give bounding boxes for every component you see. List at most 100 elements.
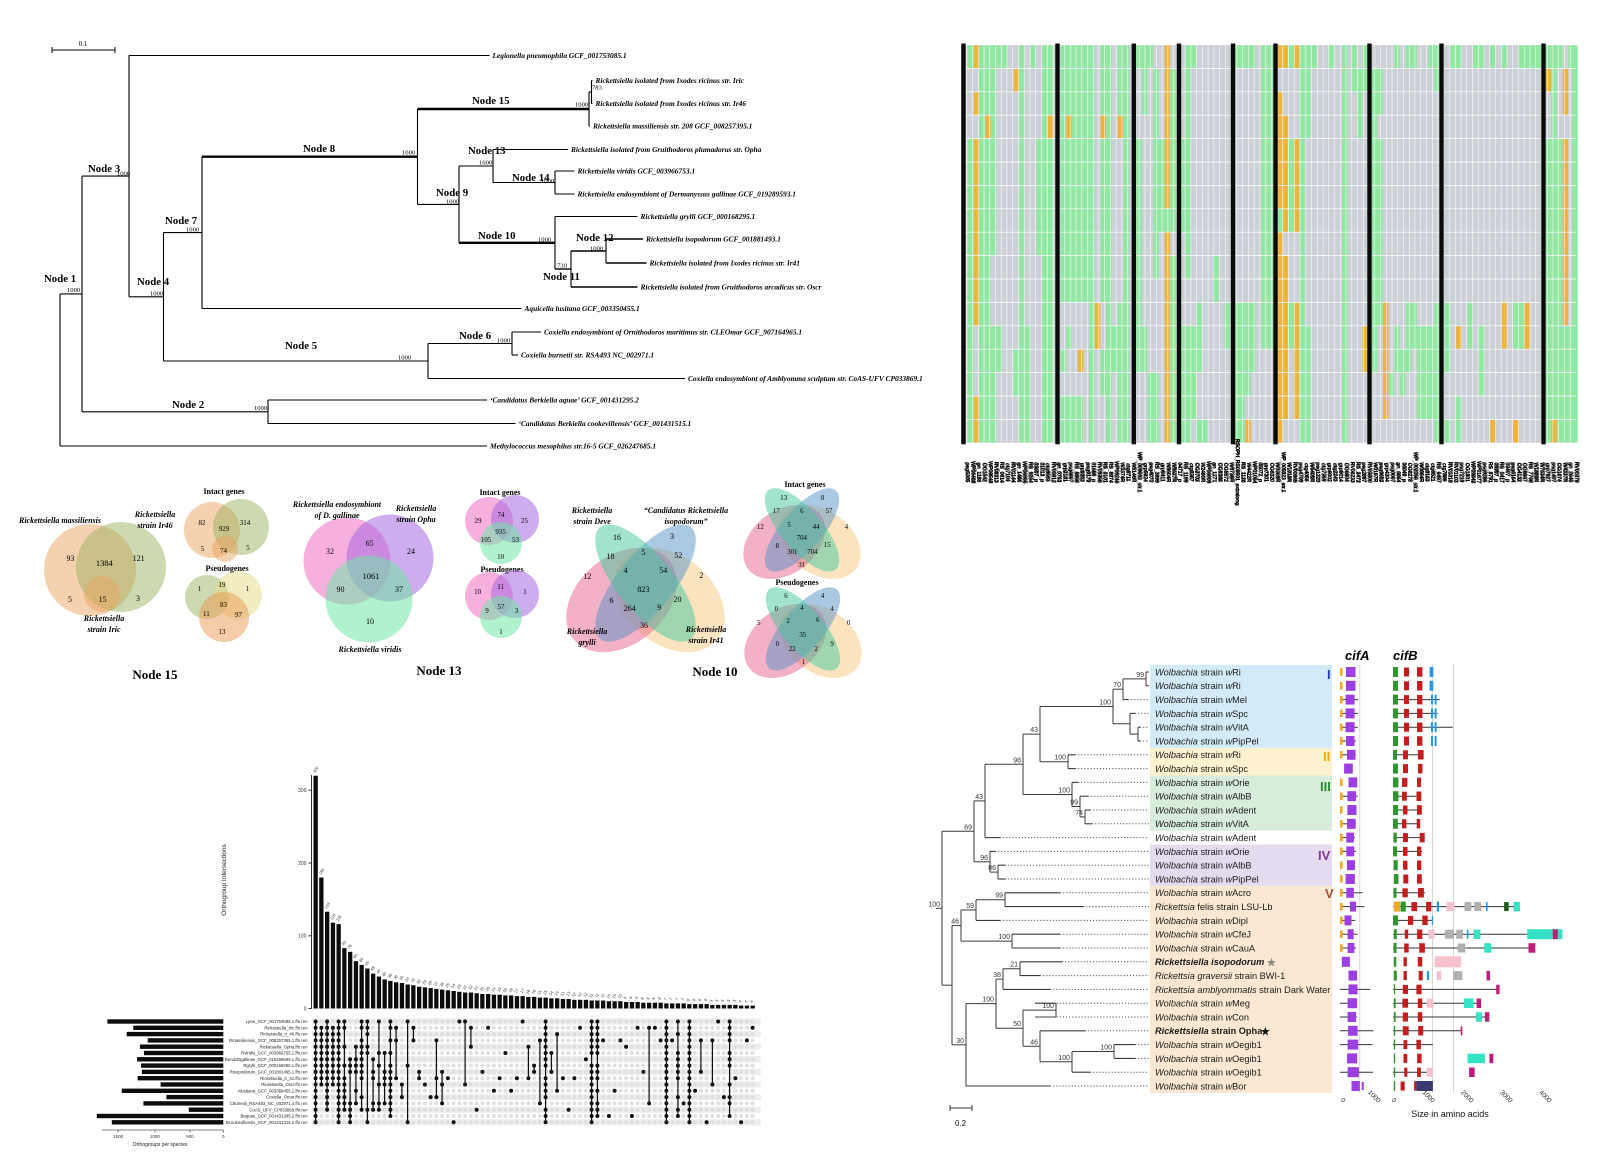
svg-text:psg6867: psg6867	[1068, 462, 1074, 482]
svg-text:ctg8387: ctg8387	[1188, 463, 1194, 482]
svg-text:60: 60	[358, 956, 365, 963]
svg-text:Rickettsiella: Rickettsiella	[134, 510, 175, 519]
svg-text:65: 65	[366, 539, 374, 548]
svg-text:Lpne_GCF_001753085.1.ffn.ren: Lpne_GCF_001753085.1.ffn.ren	[246, 1019, 308, 1024]
svg-text:38: 38	[993, 972, 1001, 979]
svg-text:grp7301: grp7301	[1262, 463, 1268, 482]
svg-text:6: 6	[800, 508, 804, 515]
svg-text:ctg2243: ctg2243	[1332, 463, 1338, 482]
svg-text:0: 0	[776, 641, 780, 648]
svg-text:Rickettsiella isolated from Ix: Rickettsiella isolated from Ixodes ricin…	[595, 76, 745, 85]
svg-text:5: 5	[709, 998, 715, 1003]
svg-text:98: 98	[1013, 757, 1021, 764]
svg-text:57: 57	[498, 603, 506, 611]
svg-text:22: 22	[461, 983, 468, 990]
svg-text:100: 100	[298, 934, 307, 940]
svg-text:12: 12	[583, 572, 591, 581]
svg-text:100: 100	[998, 934, 1010, 941]
svg-text:RS_7768: RS_7768	[1527, 462, 1533, 483]
svg-text:04717_p: 04717_p	[1176, 462, 1182, 483]
svg-text:01688_p: 01688_p	[1090, 462, 1096, 483]
svg-text:OG1674: OG1674	[1555, 463, 1561, 483]
svg-text:15: 15	[536, 989, 543, 996]
svg-text:1000: 1000	[446, 199, 460, 206]
svg-text:1000: 1000	[575, 102, 589, 109]
svg-text:46: 46	[951, 919, 959, 926]
svg-text:8: 8	[651, 995, 657, 1000]
svg-text:psg4070: psg4070	[1147, 462, 1153, 482]
svg-text:04717_p: 04717_p	[1177, 462, 1183, 483]
svg-text:69: 69	[964, 824, 972, 831]
svg-text:Orthogroups per species: Orthogroups per species	[133, 1142, 188, 1148]
svg-text:OG1801: OG1801	[1463, 463, 1469, 482]
svg-text:86: 86	[988, 865, 996, 872]
svg-text:21: 21	[1010, 962, 1018, 969]
svg-text:Wolbachia strain wVitA: Wolbachia strain wVitA	[1155, 819, 1250, 829]
svg-text:11: 11	[203, 610, 210, 618]
svg-text:ctg8711: ctg8711	[1125, 463, 1131, 481]
svg-text:Rickettsiella endosymbiont of: Rickettsiella endosymbiont of Dermanyssu…	[577, 190, 796, 199]
svg-text:1000: 1000	[186, 227, 200, 234]
svg-text:psg4709: psg4709	[1297, 462, 1303, 482]
svg-text:CoAS_UFV_CP033869.ffn.ren: CoAS_UFV_CP033869.ffn.ren	[249, 1107, 308, 1112]
svg-text:37: 37	[395, 585, 403, 594]
svg-text:OG6804: OG6804	[1343, 463, 1349, 483]
svg-text:isopodorum”: isopodorum”	[664, 517, 707, 526]
svg-text:Wolbachia strain wSpc: Wolbachia strain wSpc	[1155, 764, 1248, 774]
svg-text:grp4304: grp4304	[1384, 463, 1390, 483]
svg-text:RS_2472: RS_2472	[1354, 462, 1360, 483]
svg-text:Wolbachia strain wMel: Wolbachia strain wMel	[1155, 695, 1247, 705]
svg-text:ctg7889: ctg7889	[1440, 463, 1446, 482]
svg-text:W3374R: W3374R	[1119, 462, 1125, 482]
svg-text:grp7927: grp7927	[1544, 463, 1550, 482]
svg-text:1061: 1061	[363, 571, 380, 581]
svg-text:4: 4	[845, 524, 849, 531]
svg-text:Rickettsiella: Rickettsiella	[566, 627, 607, 636]
svg-text:cifA: cifA	[1345, 648, 1370, 663]
svg-text:12: 12	[576, 991, 583, 998]
svg-text:13: 13	[219, 628, 227, 636]
svg-text:7: 7	[668, 996, 674, 1001]
svg-text:74: 74	[1075, 810, 1083, 817]
svg-text:Ricketsiella_Ir_41.ffn.ren: Ricketsiella_Ir_41.ffn.ren	[260, 1076, 308, 1081]
svg-text:100: 100	[1058, 788, 1070, 795]
svg-text:118: 118	[329, 912, 337, 921]
svg-text:Node 10: Node 10	[478, 230, 516, 242]
svg-text:1000: 1000	[150, 291, 164, 298]
svg-text:ctg7359: ctg7359	[1320, 463, 1326, 482]
svg-text:11: 11	[599, 992, 606, 999]
svg-text:OG9278: OG9278	[1407, 463, 1413, 482]
svg-text:ctg2243: ctg2243	[1331, 463, 1337, 482]
svg-text:6: 6	[691, 997, 697, 1002]
svg-text:83: 83	[220, 601, 228, 609]
svg-text:59: 59	[966, 903, 974, 910]
svg-text:Pseudogenes: Pseudogenes	[205, 564, 248, 573]
svg-text:4: 4	[830, 606, 834, 613]
svg-text:grp9411: grp9411	[1160, 463, 1166, 482]
svg-text:31: 31	[798, 562, 805, 569]
svg-text:7: 7	[680, 996, 686, 1001]
svg-text:Wolbachia strain wOrie: Wolbachia strain wOrie	[1155, 847, 1249, 857]
svg-text:gn_1186: gn_1186	[976, 462, 982, 482]
svg-text:WP01064: WP01064	[1251, 461, 1257, 484]
svg-text:3: 3	[136, 594, 140, 603]
svg-text:RV01019: RV01019	[1446, 462, 1452, 483]
svg-text:RV01103: RV01103	[1452, 462, 1458, 483]
svg-text:RS_6457: RS_6457	[1435, 462, 1441, 483]
svg-text:grp9014: grp9014	[1337, 463, 1343, 483]
svg-text:W7634R: W7634R	[1538, 462, 1544, 482]
svg-text:1000: 1000	[497, 338, 511, 345]
svg-text:W4337R: W4337R	[1561, 462, 1567, 482]
svg-text:W7634R: W7634R	[1539, 462, 1545, 482]
svg-text:Node 10: Node 10	[692, 664, 737, 679]
svg-text:grp5924: grp5924	[1141, 463, 1147, 483]
svg-text:9: 9	[628, 995, 634, 1000]
svg-text:3: 3	[515, 607, 519, 615]
svg-text:0: 0	[1390, 1097, 1398, 1105]
svg-text:Rickettsiella viridis: Rickettsiella viridis	[338, 645, 402, 654]
svg-text:25: 25	[521, 517, 529, 525]
svg-text:RV06233: RV06233	[1348, 462, 1354, 483]
svg-text:psg0067: psg0067	[1389, 462, 1395, 482]
svg-text:RS_6101: RS_6101	[1101, 462, 1107, 483]
svg-text:93: 93	[67, 554, 75, 563]
